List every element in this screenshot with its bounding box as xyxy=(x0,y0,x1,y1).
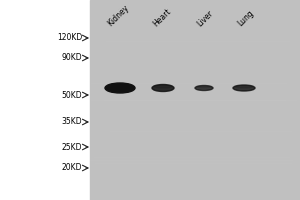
Ellipse shape xyxy=(105,83,135,93)
Ellipse shape xyxy=(235,86,253,88)
Ellipse shape xyxy=(195,86,213,90)
Text: Lung: Lung xyxy=(236,8,255,28)
Bar xyxy=(90,0,300,200)
Text: 120KD: 120KD xyxy=(57,33,82,43)
Ellipse shape xyxy=(233,85,255,91)
Text: 50KD: 50KD xyxy=(61,90,82,99)
Text: Heart: Heart xyxy=(152,6,173,28)
Text: Kidney: Kidney xyxy=(106,3,130,28)
Text: 25KD: 25KD xyxy=(61,142,82,152)
Ellipse shape xyxy=(152,84,174,92)
Text: 20KD: 20KD xyxy=(61,164,82,172)
Ellipse shape xyxy=(108,84,132,88)
Ellipse shape xyxy=(154,85,172,88)
Text: Liver: Liver xyxy=(196,8,215,28)
Ellipse shape xyxy=(197,86,211,88)
Text: 35KD: 35KD xyxy=(61,117,82,127)
Text: 90KD: 90KD xyxy=(61,53,82,62)
